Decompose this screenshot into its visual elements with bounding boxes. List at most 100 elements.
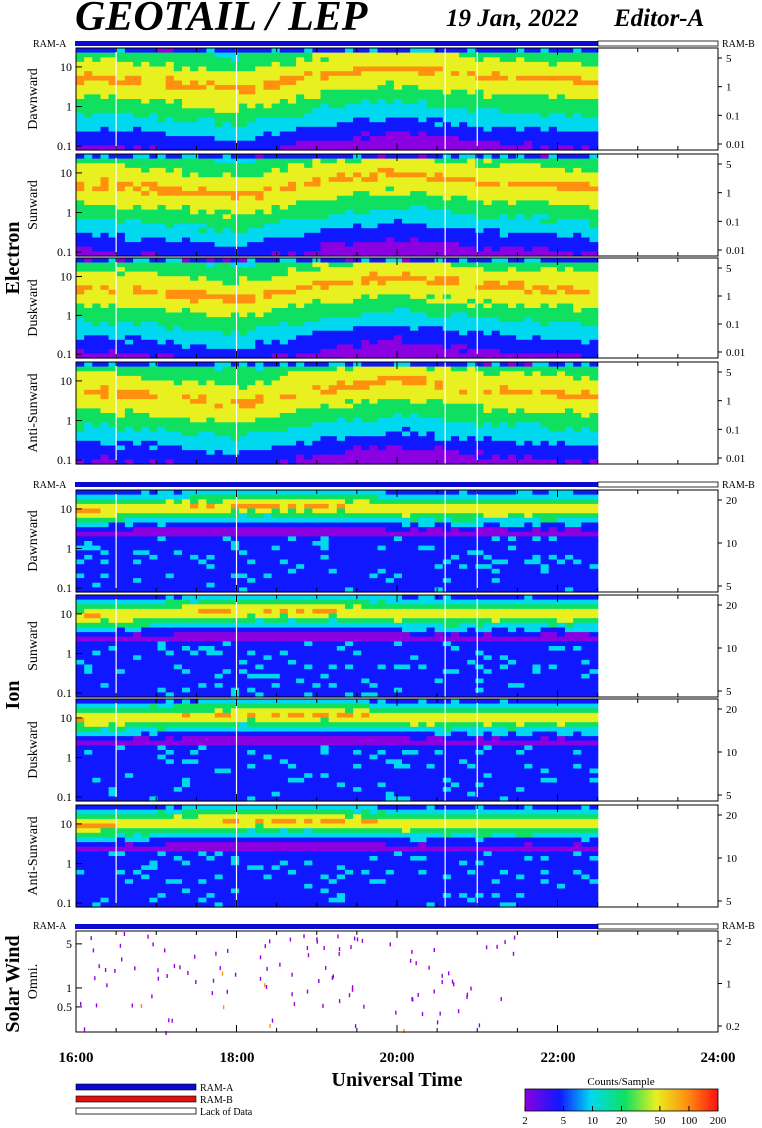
heatmap-cell [328, 267, 338, 273]
heatmap-cell [320, 335, 330, 341]
heatmap-cell [320, 267, 330, 273]
heatmap-cell [491, 232, 501, 238]
heatmap-cell [361, 232, 371, 238]
heatmap-cell [402, 181, 411, 187]
heatmap-cell [548, 80, 558, 86]
heatmap-cell [491, 48, 501, 54]
heatmap-cell [230, 440, 240, 446]
heatmap-cell [459, 89, 468, 95]
heatmap-cell [76, 262, 85, 268]
heatmap-cell [190, 66, 199, 72]
heatmap-cell [239, 262, 248, 268]
heatmap-cell [377, 276, 387, 282]
heatmap-cell [92, 436, 102, 442]
heatmap-cell [190, 48, 199, 54]
heatmap-cell [182, 371, 191, 377]
heatmap-cell [508, 181, 517, 187]
heatmap-cell [328, 140, 338, 146]
heatmap-cell [247, 181, 256, 187]
heatmap-cell [214, 353, 224, 359]
heatmap-cell [508, 276, 517, 282]
heatmap-cell [459, 94, 468, 100]
heatmap-cell [377, 242, 387, 248]
heatmap-cell [304, 326, 313, 332]
heatmap-cell [402, 348, 411, 354]
heatmap-cell [157, 459, 167, 465]
heatmap-cell [304, 353, 313, 359]
heatmap-cell [556, 126, 566, 132]
heatmap-cell [402, 242, 411, 248]
heatmap-cell [556, 112, 566, 119]
heatmap-cell [508, 321, 517, 327]
heatmap-cell [402, 57, 411, 63]
heatmap-cell [459, 66, 468, 72]
heatmap-cell [198, 75, 208, 81]
heatmap-cell [239, 48, 248, 54]
heatmap-cell [410, 158, 419, 164]
heatmap-cell [271, 140, 281, 146]
heatmap-cell [141, 371, 150, 377]
heatmap-cell [418, 251, 428, 257]
heatmap-cell [149, 140, 159, 146]
heatmap-cell [499, 317, 509, 323]
heatmap-cell [556, 209, 566, 215]
heatmap-cell [483, 131, 493, 137]
heatmap-cell [581, 191, 591, 197]
heatmap-cell [467, 99, 476, 105]
heatmap-cell [467, 80, 476, 86]
heatmap-cell [589, 61, 599, 68]
heatmap-cell [198, 154, 208, 160]
heatmap-cell [565, 52, 574, 58]
heatmap-cell [540, 246, 550, 252]
heatmap-cell [100, 353, 110, 359]
heatmap-cell [255, 385, 265, 391]
heatmap-cell [304, 177, 313, 183]
heatmap-cell [426, 353, 436, 359]
heatmap-cell [116, 108, 126, 114]
heatmap-cell [230, 52, 240, 58]
heatmap-cell [263, 205, 273, 211]
heatmap-cell [271, 375, 281, 382]
heatmap-cell [450, 285, 460, 291]
heatmap-cell [206, 459, 216, 465]
heatmap-cell [76, 408, 85, 414]
heatmap-cell [271, 94, 281, 100]
heatmap-cell [239, 426, 248, 433]
heatmap-cell [345, 228, 354, 234]
heatmap-cell [540, 271, 550, 277]
heatmap-cell [222, 276, 232, 282]
heatmap-cell [516, 289, 525, 295]
heatmap-cell [548, 163, 558, 169]
heatmap-cell [532, 251, 542, 257]
heatmap-cell [296, 191, 305, 197]
heatmap-cell [385, 172, 395, 178]
heatmap-cell [312, 303, 322, 309]
heatmap-cell [263, 61, 273, 68]
heatmap-cell [239, 276, 248, 282]
heatmap-cell [450, 200, 460, 206]
heatmap-cell [214, 103, 224, 109]
heatmap-cell [198, 167, 208, 174]
heatmap-cell [410, 48, 419, 54]
heatmap-cell [271, 112, 281, 119]
heatmap-cell [76, 131, 85, 137]
heatmap-cell [182, 85, 191, 91]
heatmap-cell [556, 223, 566, 229]
heatmap-cell [124, 321, 134, 327]
heatmap-cell [108, 321, 118, 327]
heatmap-cell [116, 103, 126, 109]
heatmap-cell [100, 426, 110, 433]
heatmap-cell [556, 200, 566, 206]
heatmap-cell [76, 294, 85, 300]
heatmap-cell [173, 195, 183, 201]
heatmap-cell [434, 75, 444, 81]
heatmap-cell [532, 48, 542, 54]
heatmap-cell [418, 317, 428, 323]
heatmap-cell [377, 271, 387, 277]
heatmap-cell [271, 380, 281, 386]
heatmap-cell [312, 237, 322, 243]
heatmap-cell [361, 191, 371, 197]
heatmap-cell [377, 326, 387, 332]
heatmap-cell [100, 326, 110, 332]
heatmap-cell [491, 280, 501, 286]
